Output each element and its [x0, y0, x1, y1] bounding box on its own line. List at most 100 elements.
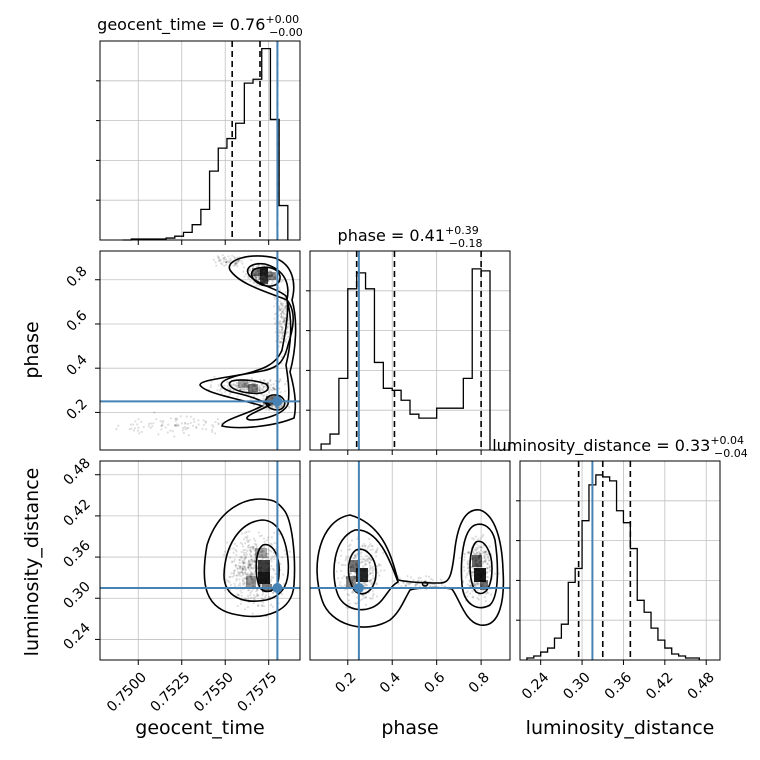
- sample-point: [279, 280, 282, 283]
- sample-point: [282, 302, 285, 305]
- sample-point: [249, 574, 252, 577]
- sample-point: [253, 566, 256, 569]
- sample-point: [284, 553, 287, 556]
- sample-point: [353, 575, 356, 578]
- sample-point: [256, 589, 259, 592]
- sample-point: [244, 548, 247, 551]
- sample-point: [353, 554, 357, 557]
- sample-point: [222, 260, 225, 263]
- sample-point: [467, 550, 471, 554]
- sample-point: [255, 276, 258, 279]
- sample-point: [257, 386, 260, 389]
- sample-point: [352, 574, 355, 577]
- sample-point: [484, 552, 487, 555]
- sample-point: [280, 304, 283, 307]
- sample-point: [137, 429, 140, 432]
- sample-point: [242, 538, 246, 541]
- sample-point: [252, 574, 255, 577]
- sample-point: [249, 398, 252, 401]
- sample-point: [342, 563, 345, 567]
- sample-point: [283, 313, 286, 316]
- sample-point: [267, 274, 270, 278]
- sample-point: [217, 259, 221, 263]
- sample-point: [257, 389, 261, 392]
- sample-point: [233, 383, 236, 386]
- sample-point: [242, 270, 245, 273]
- sample-point: [340, 554, 343, 557]
- sample-point: [239, 584, 242, 587]
- sample-point: [233, 264, 236, 267]
- sample-point: [257, 284, 260, 288]
- sample-point: [371, 548, 374, 551]
- sample-point: [160, 428, 163, 431]
- sample-point: [485, 566, 489, 569]
- sample-point: [268, 273, 271, 276]
- sample-point: [252, 596, 255, 600]
- sample-point: [225, 261, 228, 264]
- sample-point: [269, 275, 272, 278]
- sample-point: [258, 385, 261, 389]
- sample-point: [475, 546, 478, 550]
- sample-point: [244, 383, 247, 386]
- sample-point: [157, 433, 160, 436]
- sample-point: [246, 577, 249, 581]
- sample-point: [253, 549, 256, 552]
- sample-point: [251, 560, 254, 564]
- sample-point: [362, 581, 365, 584]
- sample-point: [241, 559, 244, 562]
- sample-point: [248, 564, 251, 567]
- sample-point: [240, 532, 244, 535]
- sample-point: [250, 560, 253, 563]
- sample-point: [255, 387, 258, 390]
- sample-point: [371, 594, 374, 597]
- sample-point: [241, 567, 244, 570]
- sample-point: [246, 572, 250, 575]
- sample-point: [482, 533, 485, 537]
- contour-inner: [255, 543, 280, 593]
- sample-point: [224, 390, 227, 394]
- sample-point: [151, 425, 154, 428]
- sample-point: [486, 556, 489, 559]
- sample-point: [115, 428, 118, 431]
- sample-point: [467, 562, 470, 565]
- sample-point: [243, 388, 246, 391]
- sample-point: [477, 583, 480, 586]
- sample-point: [216, 255, 219, 258]
- sample-point: [364, 583, 367, 586]
- sample-point: [366, 546, 369, 549]
- sample-point: [228, 575, 231, 579]
- sample-point: [250, 570, 253, 573]
- sample-point: [250, 574, 253, 577]
- sample-point: [283, 306, 286, 309]
- sample-point: [260, 554, 264, 557]
- sample-point: [246, 576, 249, 580]
- sample-point: [236, 567, 239, 570]
- sample-point: [175, 424, 178, 428]
- sample-point: [486, 553, 489, 556]
- sample-point: [260, 387, 263, 390]
- sample-point: [214, 420, 217, 423]
- sample-point: [249, 389, 252, 392]
- sample-point: [255, 548, 258, 551]
- sample-point: [467, 551, 470, 555]
- sample-point: [475, 543, 478, 546]
- sample-point: [242, 561, 245, 564]
- sample-point: [340, 569, 343, 573]
- sample-point: [217, 422, 220, 425]
- density-cell: [260, 276, 268, 284]
- sample-point: [246, 549, 249, 553]
- sample-point: [466, 560, 469, 563]
- sample-point: [232, 571, 235, 574]
- panel-hist-phase: phase = 0.41+0.39 −0.18: [306, 224, 511, 455]
- sample-point: [485, 567, 489, 570]
- sample-point: [261, 264, 264, 267]
- sample-point: [369, 567, 372, 570]
- sample-point: [270, 575, 273, 578]
- sample-point: [224, 550, 227, 553]
- sample-point: [216, 389, 219, 392]
- sample-point: [486, 591, 489, 594]
- sample-point: [240, 550, 243, 554]
- sample-point: [237, 260, 240, 263]
- sample-point: [234, 262, 237, 265]
- sample-point: [470, 566, 473, 569]
